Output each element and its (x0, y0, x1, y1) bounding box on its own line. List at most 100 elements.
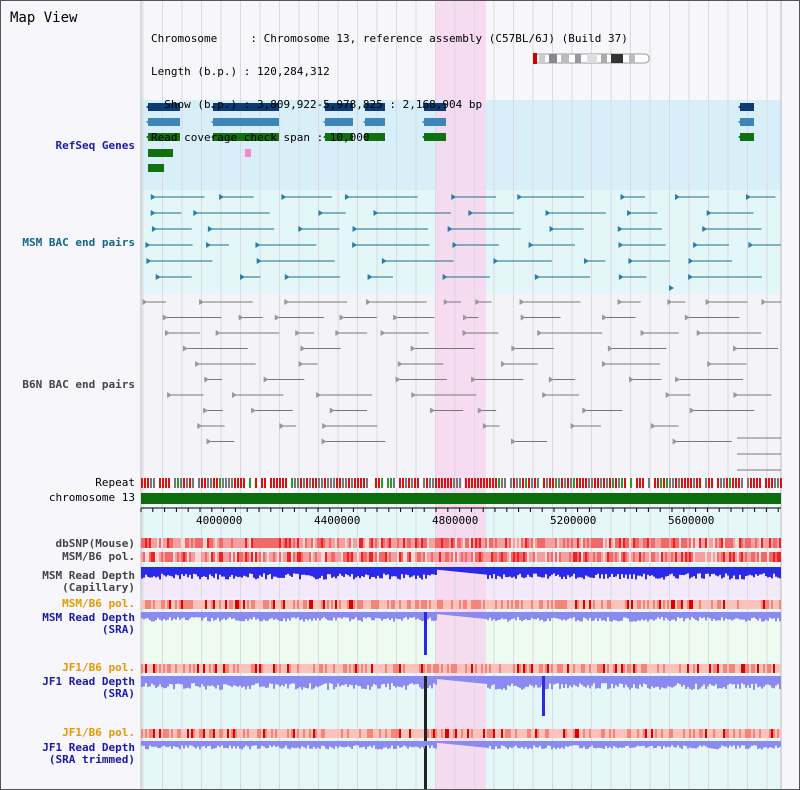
read-depth-bar (753, 612, 755, 618)
read-depth-bar (461, 612, 463, 617)
polymorphism-density (531, 664, 533, 673)
polymorphism-density (411, 552, 413, 562)
polymorphism-density (567, 538, 569, 548)
polymorphism-density (527, 664, 529, 673)
read-depth-bar (751, 741, 753, 746)
polymorphism-density (393, 600, 395, 609)
read-depth-bar (453, 612, 455, 616)
polymorphism-density (749, 664, 751, 673)
polymorphism-density (297, 538, 299, 548)
polymorphism-density (229, 729, 231, 738)
polymorphism-density (229, 600, 231, 609)
polymorphism-density (713, 600, 715, 609)
read-depth-bar (281, 612, 283, 622)
polymorphism-density (407, 729, 409, 738)
polymorphism-density (771, 600, 773, 609)
read-depth-bar (673, 741, 675, 748)
polymorphism-density (337, 538, 339, 548)
polymorphism-density (291, 664, 293, 673)
read-depth-bar (159, 676, 161, 685)
polymorphism-density (761, 664, 763, 673)
repeat-element (612, 478, 614, 488)
read-depth-bar (591, 741, 593, 746)
read-depth-bar (591, 676, 593, 686)
label-repeat: Repeat (95, 476, 135, 489)
polymorphism-density (419, 552, 421, 562)
polymorphism-density (445, 538, 447, 548)
read-depth-bar (515, 676, 517, 686)
polymorphism-density (435, 600, 437, 609)
polymorphism-density (677, 552, 679, 562)
read-depth-bar (467, 567, 469, 573)
repeat-element (273, 478, 275, 488)
read-depth-bar (141, 741, 143, 746)
repeat-element (666, 478, 668, 488)
polymorphism-density (507, 552, 509, 562)
polymorphism-density (519, 538, 521, 548)
read-depth-bar (745, 612, 747, 622)
repeat-element (264, 478, 266, 488)
read-depth-bar (533, 741, 535, 746)
polymorphism-density (377, 664, 379, 673)
read-depth-bar (263, 612, 265, 620)
read-depth-bar (685, 741, 687, 747)
b6n-bac-end (471, 376, 477, 383)
repeat-element (732, 478, 734, 488)
polymorphism-density (315, 538, 317, 548)
msm-bac-end (452, 242, 458, 248)
read-depth-bar (217, 567, 219, 580)
polymorphism-density (411, 664, 413, 673)
read-depth-bar (383, 612, 385, 620)
polymorphism-density (501, 600, 503, 609)
polymorphism-density (155, 600, 157, 609)
repeat-element (648, 478, 650, 488)
read-depth-bar (547, 567, 549, 579)
polymorphism-density (633, 600, 635, 609)
read-depth-bar (603, 676, 605, 684)
read-depth-bar (167, 567, 169, 576)
refseq-gene (148, 149, 173, 157)
polymorphism-density (697, 538, 699, 548)
repeat-element (186, 478, 188, 488)
polymorphism-density (151, 664, 153, 673)
read-depth-bar (415, 567, 417, 580)
polymorphism-density (221, 552, 223, 562)
polymorphism-density (539, 600, 541, 609)
polymorphism-density (183, 664, 185, 673)
chromosome-ideogram[interactable] (531, 53, 651, 64)
read-depth-bar (357, 676, 359, 686)
polymorphism-density (599, 729, 601, 738)
repeat-element (375, 478, 377, 488)
read-depth-bar (749, 676, 751, 688)
msm-bac-end (219, 194, 225, 200)
read-depth-bar (387, 741, 389, 749)
polymorphism-density (625, 538, 627, 548)
read-depth-bar (707, 676, 709, 687)
polymorphism-density (665, 538, 667, 548)
read-depth-bar (465, 741, 467, 746)
read-depth-bar (425, 567, 427, 579)
polymorphism-density (717, 600, 719, 609)
polymorphism-density (589, 729, 591, 738)
read-depth-bar (551, 676, 553, 690)
read-depth-bar (645, 567, 647, 580)
read-depth-bar (369, 676, 371, 690)
read-depth-bar (189, 612, 191, 619)
polymorphism-density (191, 538, 193, 548)
read-depth-bar (613, 612, 615, 620)
read-depth-bar (379, 741, 381, 750)
polymorphism-density (539, 538, 541, 548)
read-depth-bar (573, 612, 575, 618)
polymorphism-density (315, 729, 317, 738)
polymorphism-density (269, 538, 271, 548)
polymorphism-density (501, 664, 503, 673)
read-depth-bar (617, 741, 619, 749)
polymorphism-density (197, 552, 199, 562)
polymorphism-density (159, 552, 161, 562)
read-depth-bar (623, 741, 625, 748)
read-depth-bar (203, 567, 205, 577)
polymorphism-density (477, 729, 479, 738)
polymorphism-density (245, 729, 247, 738)
polymorphism-density (275, 664, 277, 673)
